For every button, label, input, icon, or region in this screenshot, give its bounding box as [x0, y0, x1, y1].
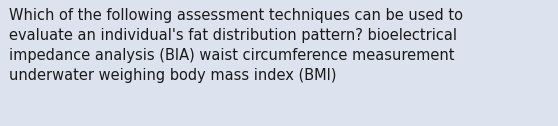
Text: Which of the following assessment techniques can be used to
evaluate an individu: Which of the following assessment techni…	[9, 8, 463, 83]
